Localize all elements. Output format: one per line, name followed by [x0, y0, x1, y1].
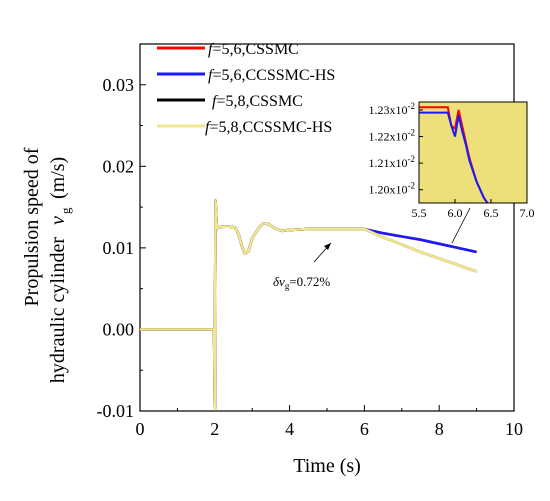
legend-label-1: f=5,6,CCSSMC-HS	[208, 67, 335, 84]
y-tick-label: 0.01	[103, 238, 135, 258]
annotation-arrow-head	[324, 243, 331, 250]
y-axis-title-unit: (m/s)	[47, 157, 69, 199]
x-tick-label: 0	[136, 419, 145, 439]
x-tick-label: 10	[505, 419, 523, 439]
inset-y-axis-ticks: 1.20x10-2 1.21x10-2 1.22x10-2 1.23x10-2	[369, 101, 423, 197]
inset-x-axis-ticks: 5.5 6.0 6.5 7.0	[412, 199, 535, 220]
delta-annotation: δvg=0.72%	[273, 242, 332, 291]
y-tick-label: -0.01	[97, 401, 135, 421]
inset-x-tick-label: 7.0	[520, 206, 535, 220]
y-axis-title: Propulsion speed of hydraulic cylinder v…	[21, 147, 73, 383]
series-line-2	[140, 199, 478, 411]
series-line-0	[140, 199, 477, 411]
y-tick-label: 0.03	[103, 75, 135, 95]
inset-series-layer	[419, 106, 489, 204]
y-axis-ticks: -0.01 0.00 0.01 0.02 0.03	[97, 43, 146, 421]
legend: f=5,6,CSSMC f=5,6,CCSSMC-HS f=5,8,CSSMC …	[157, 41, 335, 136]
inset-y-tick-label: 1.23x10-2	[369, 101, 416, 117]
x-axis-ticks: 0 2 4 6 8 10	[136, 405, 523, 439]
x-tick-label: 2	[210, 419, 219, 439]
x-tick-label: 6	[360, 419, 369, 439]
series-layer	[140, 199, 478, 411]
x-axis-title: Time (s)	[293, 455, 361, 477]
series-line-1	[140, 199, 477, 411]
y-tick-label: 0.02	[103, 156, 135, 176]
y-axis-title-symbol: v	[47, 216, 69, 225]
inset-y-tick-label: 1.22x10-2	[369, 128, 416, 144]
y-axis-title-line2: hydraulic cylinder	[47, 237, 69, 383]
inset-x-tick-label: 5.5	[412, 206, 427, 220]
inset-series-line-1	[419, 111, 489, 204]
x-tick-label: 4	[285, 419, 294, 439]
inset-x-tick-label: 6.5	[484, 206, 499, 220]
annotation-text: δvg=0.72%	[273, 274, 330, 291]
y-axis-title-symbol-sub: g	[58, 207, 73, 214]
inset-x-tick-label: 6.0	[448, 206, 463, 220]
x-tick-label: 8	[435, 419, 444, 439]
inset-background	[419, 102, 527, 203]
y-tick-label: 0.00	[103, 319, 135, 339]
inset-plot: 5.5 6.0 6.5 7.0 1.20x10-2 1.21x10-2 1.22x10-2…	[369, 101, 535, 220]
y-axis-title-line1: Propulsion speed of	[21, 147, 43, 306]
legend-label-0: f=5,6,CSSMC	[208, 41, 299, 58]
series-line-3	[140, 199, 478, 411]
legend-label-2: f=5,8,CSSMC	[212, 93, 303, 110]
inset-frame	[418, 101, 528, 204]
inset-y-tick-label: 1.21x10-2	[369, 154, 416, 170]
legend-label-3: f=5,8,CCSSMC-HS	[205, 119, 332, 136]
inset-y-tick-label: 1.20x10-2	[369, 181, 416, 197]
inset-pointer-line	[451, 207, 471, 244]
